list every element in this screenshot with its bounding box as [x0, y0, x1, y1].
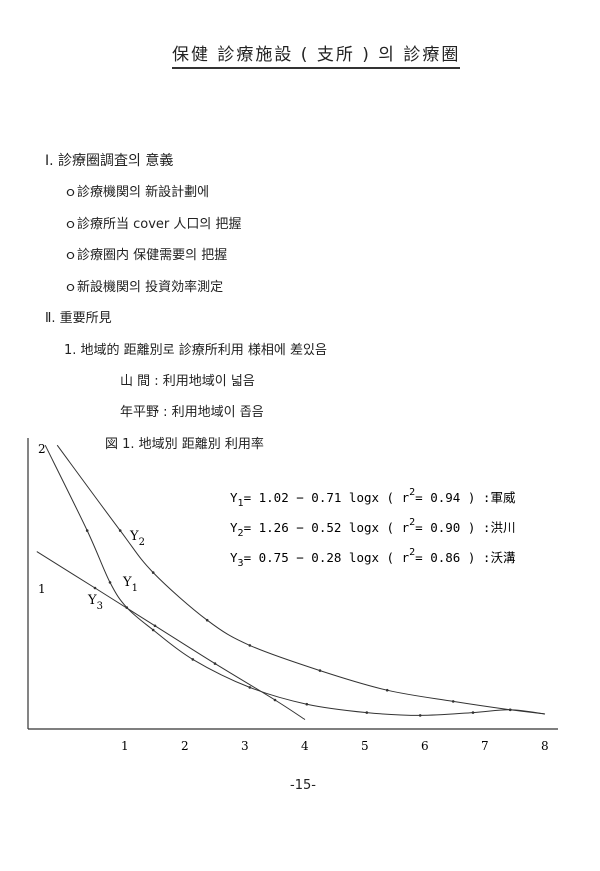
data-point — [508, 708, 512, 712]
equation-2: Y2= 1.26 − 0.52 logx ( r2= 0.90 ) :洪川 — [230, 517, 515, 539]
x-tick-label: 1 — [121, 739, 129, 753]
curve-label-subscript: 1 — [132, 583, 138, 594]
data-point — [205, 618, 209, 622]
series-line-y3 — [36, 551, 306, 721]
list-item: ｏ診療圈内 保健需要의 把握 — [64, 248, 228, 263]
y-tick-label: 2 — [38, 442, 46, 456]
data-point — [151, 571, 155, 574]
list-item: ｏ診療機関의 新設計劃에 — [64, 185, 210, 200]
curve-label-y3: Y3 — [87, 593, 103, 612]
equation-part: 沃溝 — [490, 550, 516, 565]
data-point — [108, 581, 112, 584]
curve-label-y1: Y1 — [122, 575, 138, 594]
series-line-y2 — [56, 444, 546, 715]
equation-1: Y1= 1.02 − 0.71 logx ( r2= 0.94 ) :軍威 — [230, 487, 516, 509]
equation-part: 2 — [409, 547, 415, 558]
x-tick-label: 3 — [241, 739, 249, 753]
figure-caption: 図 1. 地域別 距離別 利用率 — [105, 437, 264, 452]
page-number: -15- — [290, 778, 316, 793]
list-item: ｏ診療所当 cover 人口의 把握 — [64, 217, 242, 232]
data-point — [118, 529, 122, 532]
data-point — [471, 711, 475, 714]
series-line-y1 — [44, 444, 546, 716]
data-point — [213, 662, 217, 665]
equation-part: = 1.02 − 0.71 logx ( r — [244, 490, 410, 505]
sub-item: 年平野 : 利用地域이 좁음 — [120, 405, 264, 420]
x-tick-label: 5 — [361, 739, 369, 753]
section-1-heading: Ⅰ. 診療圈調査의 意義 — [45, 153, 174, 169]
list-item: 1. 地域的 距離別로 診療所利用 様相에 差있음 — [64, 343, 327, 358]
equation-part: = 1.26 − 0.52 logx ( r — [244, 520, 410, 535]
equation-part: 2 — [409, 487, 415, 498]
equation-part: 1 — [238, 498, 244, 509]
curve-label-subscript: 2 — [139, 537, 145, 548]
equation-part: Y — [230, 550, 238, 565]
equation-part: Y — [230, 520, 238, 535]
page-title: 保健 診療施設 ( 支所 ) 의 診療圈 — [172, 40, 461, 69]
x-tick-label: 7 — [481, 739, 489, 753]
x-tick-label: 6 — [421, 739, 429, 753]
equation-part: = 0.94 ) : — [415, 490, 490, 505]
equation-part: 洪川 — [490, 520, 515, 535]
data-point — [318, 669, 322, 672]
equation-part: 2 — [409, 517, 415, 528]
data-point — [248, 686, 252, 689]
data-point — [273, 698, 277, 702]
curve-label-subscript: 3 — [97, 601, 103, 612]
equation-part: = 0.90 ) : — [415, 520, 490, 535]
equation-part: 3 — [238, 558, 244, 569]
equation-part: = 0.75 − 0.28 logx ( r — [244, 550, 410, 565]
x-tick-label: 2 — [181, 739, 189, 753]
data-point — [191, 658, 195, 661]
data-point — [385, 688, 389, 692]
data-point — [418, 714, 422, 717]
data-point — [85, 529, 89, 532]
x-tick-label: 4 — [301, 739, 309, 753]
data-point — [305, 702, 309, 706]
list-item: ｏ新設機関의 投資効率測定 — [64, 280, 224, 295]
equation-part: Y — [230, 490, 238, 505]
equation-part: = 0.86 ) : — [415, 550, 490, 565]
section-2-heading: Ⅱ. 重要所見 — [45, 311, 112, 326]
equation-part: 軍威 — [490, 490, 516, 505]
data-point — [151, 628, 155, 632]
data-point — [451, 700, 455, 703]
sub-item: 山 間 : 利用地域이 넓음 — [120, 374, 255, 389]
data-point — [248, 644, 252, 647]
data-point — [93, 586, 97, 590]
y-tick-label: 1 — [38, 582, 46, 596]
data-point — [153, 624, 157, 628]
x-tick-label: 8 — [541, 739, 549, 753]
data-point — [365, 711, 369, 714]
equation-part: 2 — [238, 528, 244, 539]
equation-3: Y3= 0.75 − 0.28 logx ( r2= 0.86 ) :沃溝 — [230, 547, 516, 569]
